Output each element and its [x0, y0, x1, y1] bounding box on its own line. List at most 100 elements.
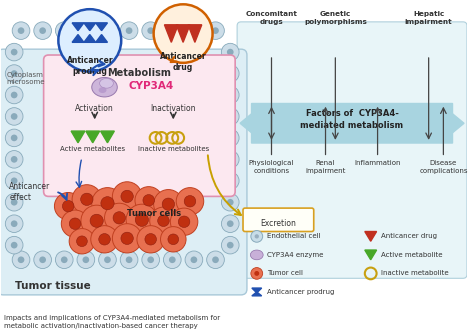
Circle shape [69, 228, 95, 254]
Circle shape [164, 251, 181, 268]
Text: Tumor cell: Tumor cell [266, 270, 302, 276]
Circle shape [145, 233, 156, 245]
Ellipse shape [99, 87, 107, 93]
Polygon shape [164, 25, 178, 42]
Circle shape [251, 230, 263, 242]
Polygon shape [96, 23, 108, 31]
Circle shape [55, 192, 82, 220]
Circle shape [11, 92, 18, 98]
Text: Factors of  CYP3A4-
mediated metabolism: Factors of CYP3A4- mediated metabolism [301, 109, 403, 130]
Text: Impacts and implications of CYP3A4-mediated metabolism for
metabolic activation/: Impacts and implications of CYP3A4-media… [4, 315, 220, 329]
FancyBboxPatch shape [0, 49, 247, 295]
Circle shape [147, 256, 154, 263]
Circle shape [61, 256, 68, 263]
Text: CYP3A4: CYP3A4 [128, 81, 173, 91]
Circle shape [147, 27, 154, 34]
Text: CYP3A4 enzyme: CYP3A4 enzyme [266, 252, 323, 258]
Text: Tumor cells: Tumor cells [127, 209, 181, 218]
Circle shape [142, 251, 160, 268]
Circle shape [11, 113, 18, 120]
FancyBboxPatch shape [243, 208, 314, 231]
Circle shape [221, 86, 239, 104]
Circle shape [221, 129, 239, 147]
Circle shape [135, 187, 163, 214]
Text: Anticancer prodrug: Anticancer prodrug [266, 289, 334, 295]
Circle shape [164, 22, 181, 39]
Circle shape [5, 172, 23, 189]
Circle shape [11, 70, 18, 77]
Circle shape [120, 22, 138, 39]
Circle shape [61, 27, 68, 34]
Circle shape [154, 4, 212, 63]
Circle shape [55, 251, 73, 268]
Circle shape [112, 182, 142, 211]
Text: Endothelial cell: Endothelial cell [266, 233, 320, 239]
Circle shape [207, 251, 224, 268]
Circle shape [221, 236, 239, 254]
Circle shape [227, 220, 234, 227]
Circle shape [185, 251, 203, 268]
Ellipse shape [250, 250, 263, 260]
Circle shape [77, 251, 95, 268]
Circle shape [11, 156, 18, 163]
Circle shape [91, 226, 118, 253]
Circle shape [150, 207, 177, 234]
Circle shape [5, 65, 23, 82]
Circle shape [112, 224, 142, 253]
Text: Active metabolite: Active metabolite [381, 252, 442, 258]
Circle shape [227, 177, 234, 184]
Circle shape [11, 242, 18, 248]
Polygon shape [72, 23, 84, 31]
Circle shape [227, 113, 234, 120]
Circle shape [212, 256, 219, 263]
Circle shape [227, 242, 234, 248]
Circle shape [72, 185, 101, 214]
Circle shape [191, 27, 197, 34]
Circle shape [170, 208, 198, 235]
FancyBboxPatch shape [251, 103, 453, 144]
Polygon shape [176, 25, 190, 42]
Circle shape [221, 43, 239, 61]
Circle shape [227, 135, 234, 141]
Circle shape [11, 49, 18, 55]
Circle shape [105, 203, 134, 232]
Circle shape [12, 251, 30, 268]
Circle shape [227, 49, 234, 55]
Polygon shape [86, 131, 100, 143]
Circle shape [168, 234, 179, 245]
Circle shape [5, 129, 23, 147]
Text: Inactivation: Inactivation [151, 104, 196, 113]
Polygon shape [252, 288, 262, 293]
Text: Metabolism: Metabolism [107, 68, 171, 78]
Circle shape [81, 205, 112, 236]
Text: Anticancer
prodrug: Anticancer prodrug [66, 56, 113, 76]
Polygon shape [84, 23, 96, 31]
Circle shape [143, 194, 155, 206]
Circle shape [18, 256, 24, 263]
Circle shape [63, 200, 74, 212]
Ellipse shape [92, 78, 117, 97]
Polygon shape [72, 35, 84, 42]
Polygon shape [100, 131, 114, 143]
Circle shape [176, 187, 204, 215]
Circle shape [221, 193, 239, 211]
Circle shape [121, 232, 133, 244]
Circle shape [77, 236, 87, 246]
Polygon shape [188, 25, 202, 42]
Circle shape [5, 108, 23, 125]
Circle shape [221, 172, 239, 189]
Text: Anticancer drug: Anticancer drug [381, 233, 437, 239]
Circle shape [126, 27, 132, 34]
Circle shape [184, 195, 196, 207]
Circle shape [227, 70, 234, 77]
Circle shape [126, 204, 157, 235]
Circle shape [137, 226, 164, 253]
Circle shape [39, 256, 46, 263]
Text: Genetic
polymorphisms: Genetic polymorphisms [304, 11, 367, 25]
Circle shape [5, 86, 23, 104]
Circle shape [11, 135, 18, 141]
Circle shape [5, 236, 23, 254]
Circle shape [55, 22, 73, 39]
Circle shape [11, 177, 18, 184]
Circle shape [5, 43, 23, 61]
